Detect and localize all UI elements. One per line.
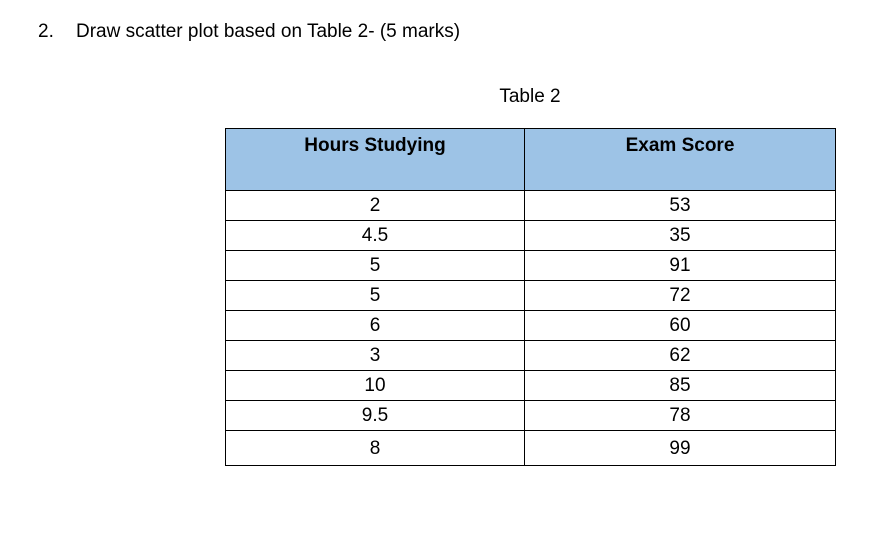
table-row: 3 62 [225,340,836,371]
table-row: 5 91 [225,250,836,281]
question-number: 2. [38,21,54,42]
cell-hours: 5 [225,280,525,311]
question-line: 2. Draw scatter plot based on Table 2- (5… [38,18,460,46]
cell-score: 60 [524,310,836,341]
cell-hours: 8 [225,430,525,466]
question-text: Draw scatter plot based on Table 2- (5 m… [76,21,461,42]
cell-score: 85 [524,370,836,401]
cell-score: 62 [524,340,836,371]
table-row: 8 99 [225,430,836,466]
table-row: 9.5 78 [225,400,836,431]
table-row: 2 53 [225,190,836,221]
table-header-row: Hours Studying Exam Score [225,128,836,191]
data-table: Hours Studying Exam Score 2 53 4.5 35 5 … [225,128,836,466]
cell-score: 53 [524,190,836,221]
table-row: 10 85 [225,370,836,401]
cell-score: 99 [524,430,836,466]
cell-score: 78 [524,400,836,431]
cell-score: 91 [524,250,836,281]
cell-hours: 10 [225,370,525,401]
header-hours-studying: Hours Studying [225,128,525,191]
cell-hours: 6 [225,310,525,341]
table-caption: Table 2 [499,86,561,107]
cell-hours: 9.5 [225,400,525,431]
cell-hours: 2 [225,190,525,221]
table-row: 6 60 [225,310,836,341]
table-row: 5 72 [225,280,836,311]
cell-score: 72 [524,280,836,311]
cell-score: 35 [524,220,836,251]
header-exam-score: Exam Score [524,128,836,191]
cell-hours: 5 [225,250,525,281]
table-row: 4.5 35 [225,220,836,251]
cell-hours: 4.5 [225,220,525,251]
cell-hours: 3 [225,340,525,371]
